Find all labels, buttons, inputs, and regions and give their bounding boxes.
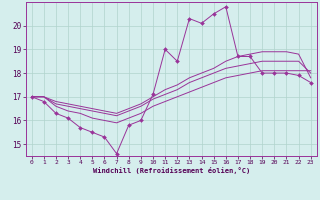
X-axis label: Windchill (Refroidissement éolien,°C): Windchill (Refroidissement éolien,°C) xyxy=(92,167,250,174)
